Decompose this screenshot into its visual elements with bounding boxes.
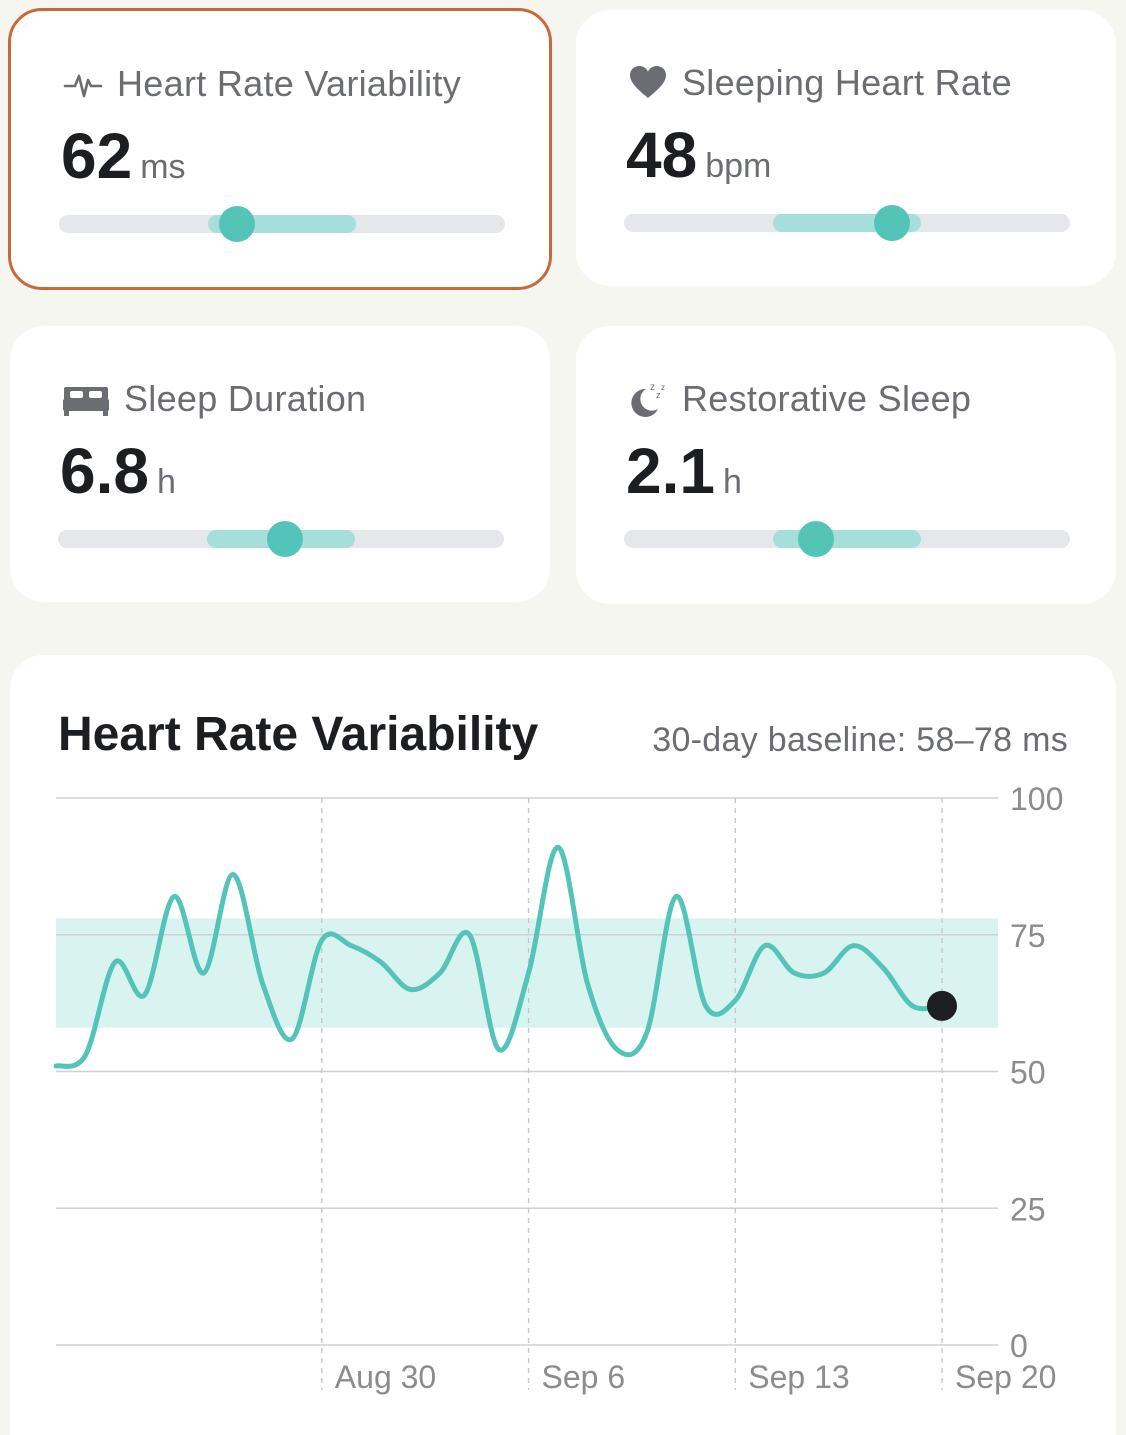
metric-unit: bpm — [705, 147, 772, 185]
data-point — [791, 970, 797, 976]
y-tick-label: 25 — [1010, 1191, 1046, 1227]
data-point — [437, 970, 443, 976]
metric-number: 62 — [61, 120, 133, 192]
range-track — [624, 205, 1070, 241]
data-point — [614, 1047, 620, 1053]
chart-title: Heart Rate Variability — [58, 708, 539, 761]
range-track — [59, 206, 505, 242]
x-tick-label: Sep 20 — [955, 1359, 1056, 1395]
data-point — [378, 959, 384, 965]
metric-value: 48 bpm — [626, 118, 771, 192]
latest-value-point — [927, 990, 957, 1021]
range-track — [58, 521, 504, 557]
metric-card-header: Heart Rate Variability — [63, 63, 461, 105]
metric-value: 62 ms — [61, 119, 186, 193]
data-point — [555, 844, 561, 850]
data-point — [319, 937, 325, 943]
data-point — [112, 959, 118, 965]
value-marker — [797, 521, 834, 557]
hrv-line-chart: 0 25 50 75 100 Aug 30 Sep 6 Sep 13 Sep 20 — [53, 781, 1063, 1395]
y-tick-label: 0 — [1010, 1328, 1028, 1364]
data-point — [230, 872, 236, 878]
normal-range-band — [772, 530, 922, 548]
svg-text:z: z — [661, 383, 665, 392]
metric-title: Sleeping Heart Rate — [682, 62, 1012, 103]
metric-title: Heart Rate Variability — [117, 63, 462, 104]
metric-unit: ms — [140, 148, 186, 186]
metric-number: 48 — [626, 119, 698, 191]
data-point — [673, 893, 679, 899]
range-track — [624, 521, 1070, 557]
pulse-icon — [63, 64, 103, 104]
baseline-label: 30-day baseline: 58–78 ms — [652, 721, 1068, 759]
data-point — [526, 970, 532, 976]
x-tick-label: Aug 30 — [335, 1359, 436, 1395]
metric-value: 2.1 h — [626, 434, 742, 508]
hrv-chart-card: Heart Rate Variability 30-day baseline: … — [10, 655, 1116, 1435]
data-point — [850, 943, 856, 949]
data-point — [762, 943, 768, 949]
y-tick-label: 50 — [1010, 1055, 1046, 1091]
metric-card-hrv[interactable]: Heart Rate Variability 62 ms — [8, 8, 552, 290]
svg-text:z: z — [656, 390, 661, 400]
x-tick-label: Sep 13 — [748, 1359, 849, 1395]
value-marker — [219, 206, 256, 242]
data-point — [53, 1063, 59, 1069]
data-point — [466, 932, 472, 938]
y-tick-label: 75 — [1010, 918, 1046, 954]
data-point — [732, 997, 738, 1003]
data-point — [260, 981, 266, 987]
y-tick-label: 100 — [1010, 781, 1063, 817]
data-point — [83, 1052, 89, 1058]
metric-card-header: Sleeping Heart Rate — [628, 62, 1012, 104]
x-tick-label: Sep 6 — [542, 1359, 626, 1395]
metric-card-sleep-duration[interactable]: Sleep Duration 6.8 h — [10, 326, 550, 602]
data-point — [348, 943, 354, 949]
metric-number: 6.8 — [60, 435, 149, 507]
data-point — [142, 992, 148, 998]
svg-text:z: z — [650, 382, 655, 393]
metric-number: 2.1 — [626, 435, 715, 507]
metric-title: Sleep Duration — [124, 378, 367, 419]
data-point — [821, 970, 827, 976]
value-marker — [873, 205, 910, 241]
hrv-series-line — [53, 844, 945, 1069]
value-marker — [267, 521, 304, 557]
data-point — [201, 970, 207, 976]
data-point — [171, 893, 177, 899]
bed-icon — [62, 379, 110, 419]
data-point — [880, 965, 886, 971]
heart-icon — [628, 63, 668, 103]
data-point — [703, 1003, 709, 1009]
data-point — [496, 1047, 502, 1053]
data-point — [909, 1003, 915, 1009]
data-point — [407, 986, 413, 992]
data-point — [644, 1030, 650, 1036]
metric-title: Restorative Sleep — [682, 378, 972, 419]
metric-value: 6.8 h — [60, 434, 176, 508]
data-point — [289, 1036, 295, 1042]
metric-unit: h — [156, 463, 176, 501]
metric-unit: h — [722, 463, 742, 501]
data-point — [585, 981, 591, 987]
metric-card-sleeping-heart-rate[interactable]: Sleeping Heart Rate 48 bpm — [576, 10, 1116, 286]
metric-card-header: Sleep Duration — [62, 378, 366, 420]
